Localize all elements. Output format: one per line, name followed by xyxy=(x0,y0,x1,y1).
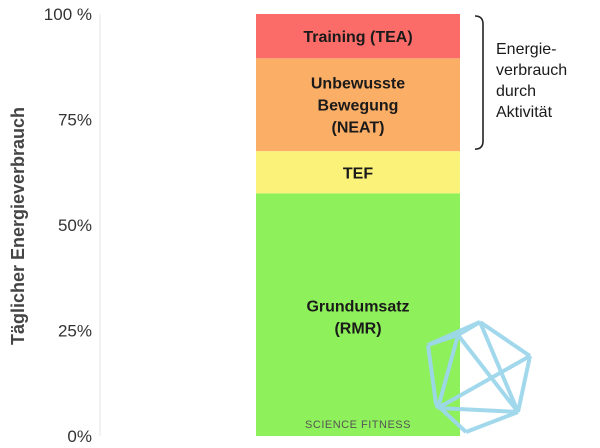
bar-segment xyxy=(256,58,460,152)
segment-label: TEF xyxy=(343,165,373,182)
bracket xyxy=(474,15,484,150)
bar-segment xyxy=(256,14,460,59)
activity-annotation: Energie-verbrauch durch Aktivität xyxy=(474,15,567,150)
logo-edge xyxy=(456,333,520,414)
logo-edge xyxy=(436,334,460,409)
segment-label: Training (TEA) xyxy=(303,29,412,46)
logo-edge xyxy=(456,320,482,337)
segment-label-line: TEF xyxy=(343,165,373,182)
logo-edge xyxy=(437,354,531,410)
annotation-line: Aktivität xyxy=(496,104,553,121)
stacked-bar xyxy=(256,14,460,436)
icosahedron-logo-icon xyxy=(426,320,532,434)
annotation-line: verbrauch xyxy=(496,62,567,79)
y-tick-labels: 0% 25% 50% 75% 100 % xyxy=(44,5,92,446)
logo-edge xyxy=(516,355,532,413)
logo-edge xyxy=(478,320,532,358)
y-tick-label: 50% xyxy=(58,216,92,235)
y-tick-label: 25% xyxy=(58,322,92,341)
segment-label: Grundumsatz (RMR) xyxy=(306,299,409,338)
logo-edge xyxy=(427,333,459,347)
segment-label: Unbewusste Bewegung (NEAT) xyxy=(311,76,405,137)
segment-label-line: Grundumsatz xyxy=(306,299,409,316)
segment-label-line: Training (TEA) xyxy=(303,29,412,46)
segment-label-line: (NEAT) xyxy=(331,120,384,137)
annotation-text: Energie-verbrauch durch Aktivität xyxy=(496,41,567,121)
segment-label-line: (RMR) xyxy=(334,321,381,338)
y-tick-label: 0% xyxy=(67,427,92,446)
y-axis-label: Täglicher Energieverbrauch xyxy=(8,107,28,345)
logo-edge xyxy=(437,406,519,414)
logo-edge xyxy=(465,410,519,434)
logo-edge xyxy=(434,403,440,409)
bar-segment xyxy=(256,193,460,436)
watermark-text: SCIENCE FITNESS xyxy=(305,419,411,431)
segment-labels: Grundumsatz (RMR) TEF Unbewusste Bewegung (NE… xyxy=(303,29,412,338)
watermark: SCIENCE FITNESS xyxy=(305,320,532,434)
annotation-line: Energie- xyxy=(496,41,556,58)
logo-edge xyxy=(426,344,438,405)
logo-edge xyxy=(478,321,520,413)
segment-label-line: Unbewusste xyxy=(311,76,405,93)
bar-segment xyxy=(256,151,460,194)
annotation-line: durch xyxy=(496,83,536,100)
y-tick-label: 100 % xyxy=(44,5,92,24)
y-tick-label: 75% xyxy=(58,111,92,130)
segment-label-line: Bewegung xyxy=(318,98,399,115)
